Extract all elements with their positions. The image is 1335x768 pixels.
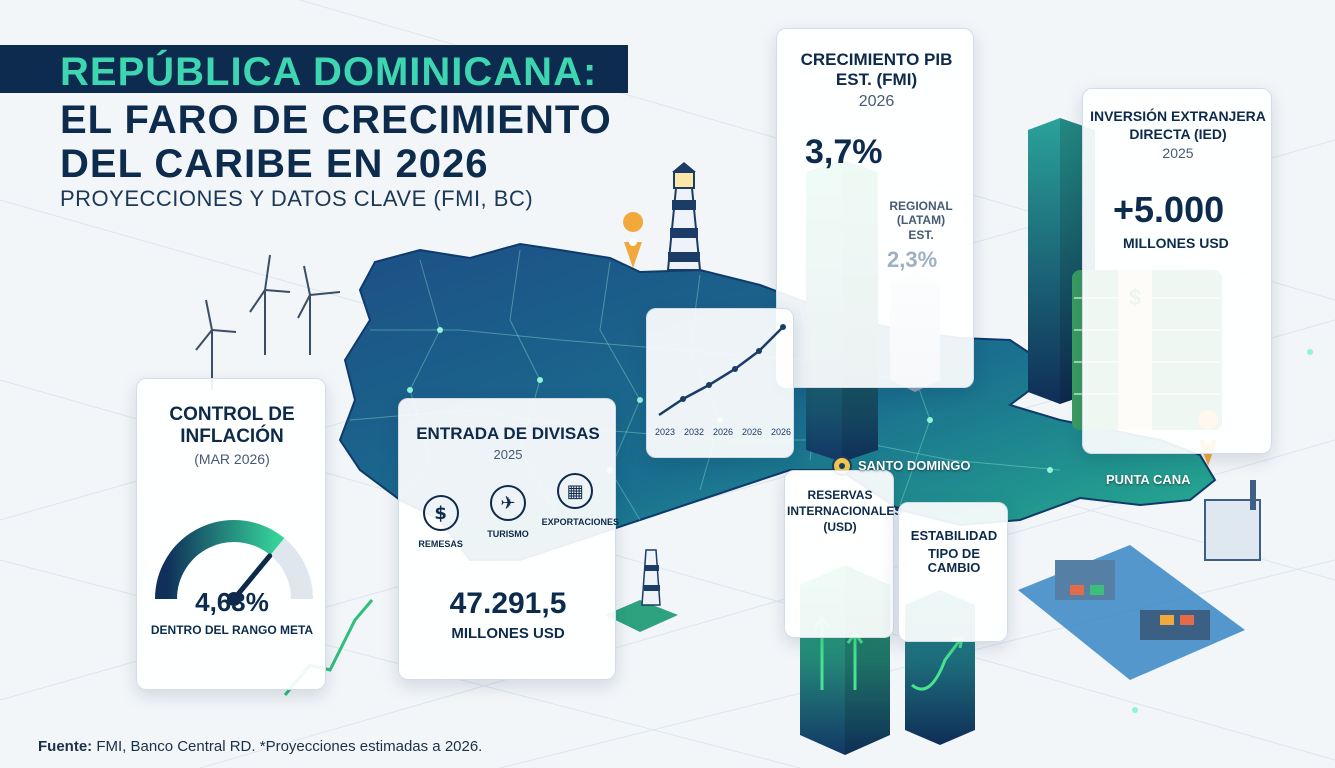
trend-tick-label: 2026 xyxy=(770,427,791,437)
footer-source: Fuente: FMI, Banco Central RD. *Proyecci… xyxy=(38,738,482,755)
footer-source-label: Fuente: xyxy=(38,738,93,755)
fx-item-label: REMESAS xyxy=(418,539,463,549)
title-line-1: REPÚBLICA DOMINICANA: xyxy=(60,50,598,94)
inflation-value: 4,63% xyxy=(195,587,269,617)
fx-value: 47.291,5 xyxy=(449,587,567,620)
inflation-caption: DENTRO DEL RANGO META xyxy=(150,623,314,637)
footer-source-text: FMI, Banco Central RD. *Proyecciones est… xyxy=(96,738,483,755)
lighthouse-icon xyxy=(666,162,702,271)
gauge-fill xyxy=(155,520,285,600)
fx-item-label: TURISMO xyxy=(487,529,529,539)
label-punta-cana: PUNTA CANA xyxy=(1106,472,1191,487)
fdi-year: 2025 xyxy=(1162,145,1194,161)
regional-value: 2,3% xyxy=(887,247,938,272)
airplane-icon: ✈ xyxy=(489,485,526,521)
fdi-value: +5.000 xyxy=(1113,189,1225,230)
inflation-card: CONTROL DE INFLACIÓN (MAR 2026) 4,63% DE… xyxy=(136,378,326,690)
gdp-card: CRECIMIENTO PIB EST. (FMI) 2026 3,7% REG… xyxy=(776,28,974,388)
regional-label-3: EST. xyxy=(908,227,934,242)
fdi-card: INVERSIÓN EXTRANJERA DIRECTA (IED) 2025 … xyxy=(1082,88,1272,454)
fx-item: $ REMESAS xyxy=(407,495,474,549)
exchange-title-2: TIPO DE CAMBIO xyxy=(927,546,981,575)
fx-title: ENTRADA DE DIVISAS xyxy=(416,424,600,443)
subtitle: PROYECCIONES Y DATOS CLAVE (FMI, BC) xyxy=(60,186,534,211)
map-pin-icon xyxy=(623,212,644,268)
trend-tick-label: 2032 xyxy=(683,427,705,437)
gdp-year: 2026 xyxy=(858,93,895,110)
trend-ticks: 2023 2032 2026 2026 2026 xyxy=(655,427,791,443)
fdi-title-1: INVERSIÓN EXTRANJERA xyxy=(1090,108,1266,124)
reserves-title-2: INTERNACIONALES xyxy=(787,504,903,518)
port-icon xyxy=(1018,480,1261,680)
fx-item: ▦ EXPORTACIONES xyxy=(541,473,619,527)
title-line-2: EL FARO DE CRECIMIENTO xyxy=(60,98,612,142)
island-lighthouse-icon xyxy=(605,549,678,632)
fx-unit: MILLONES USD xyxy=(451,625,565,642)
fx-item-label: EXPORTACIONES xyxy=(541,517,619,527)
inflation-title-1: CONTROL DE xyxy=(169,404,295,425)
label-santo-domingo: SANTO DOMINGO xyxy=(858,458,971,473)
fx-year: 2025 xyxy=(493,447,523,462)
inflation-title-2: INFLACIÓN xyxy=(180,426,284,447)
reserves-title-1: RESERVAS xyxy=(807,488,873,502)
fx-items: $ REMESAS ✈ TURISMO ▦ EXPORTACIONES xyxy=(407,473,619,587)
title-line-3: DEL CARIBE EN 2026 xyxy=(60,142,489,186)
trend-tick-label: 2026 xyxy=(712,427,733,437)
inflation-period: (MAR 2026) xyxy=(194,451,270,467)
fdi-title-2: DIRECTA (IED) xyxy=(1129,126,1227,142)
gdp-title-1: CRECIMIENTO PIB xyxy=(800,50,953,69)
reserves-card: RESERVAS INTERNACIONALES (USD) xyxy=(784,470,903,638)
trend-tick-label: 2023 xyxy=(655,427,676,437)
money-hand-icon: $ xyxy=(422,495,459,531)
regional-label-1: REGIONAL xyxy=(889,199,953,213)
fx-item: ✈ TURISMO xyxy=(474,485,541,539)
regional-label-2: (LATAM) xyxy=(896,213,946,228)
exchange-title-1: ESTABILIDAD xyxy=(910,528,998,543)
gdp-title-2: EST. (FMI) xyxy=(835,70,918,89)
regional-label: REGIONAL (LATAM) EST. xyxy=(885,199,957,242)
container-icon: ▦ xyxy=(557,473,594,509)
reserves-title-3: (USD) xyxy=(823,520,857,534)
inflation-gauge xyxy=(155,520,313,606)
exchange-card: ESTABILIDAD TIPO DE CAMBIO xyxy=(898,502,1008,642)
title-banner xyxy=(0,45,628,93)
wind-turbines-icon xyxy=(195,254,341,390)
trend-tick-label: 2026 xyxy=(741,427,762,437)
gauge-needle xyxy=(231,553,273,602)
fdi-unit: MILLONES USD xyxy=(1123,235,1229,251)
fx-card: ENTRADA DE DIVISAS 2025 $ REMESAS ✈ TURISMO… xyxy=(398,398,619,680)
trend-card: 2023 2032 2026 2026 2026 xyxy=(646,308,794,458)
gdp-value: 3,7% xyxy=(805,133,883,171)
trend-line xyxy=(658,324,786,417)
